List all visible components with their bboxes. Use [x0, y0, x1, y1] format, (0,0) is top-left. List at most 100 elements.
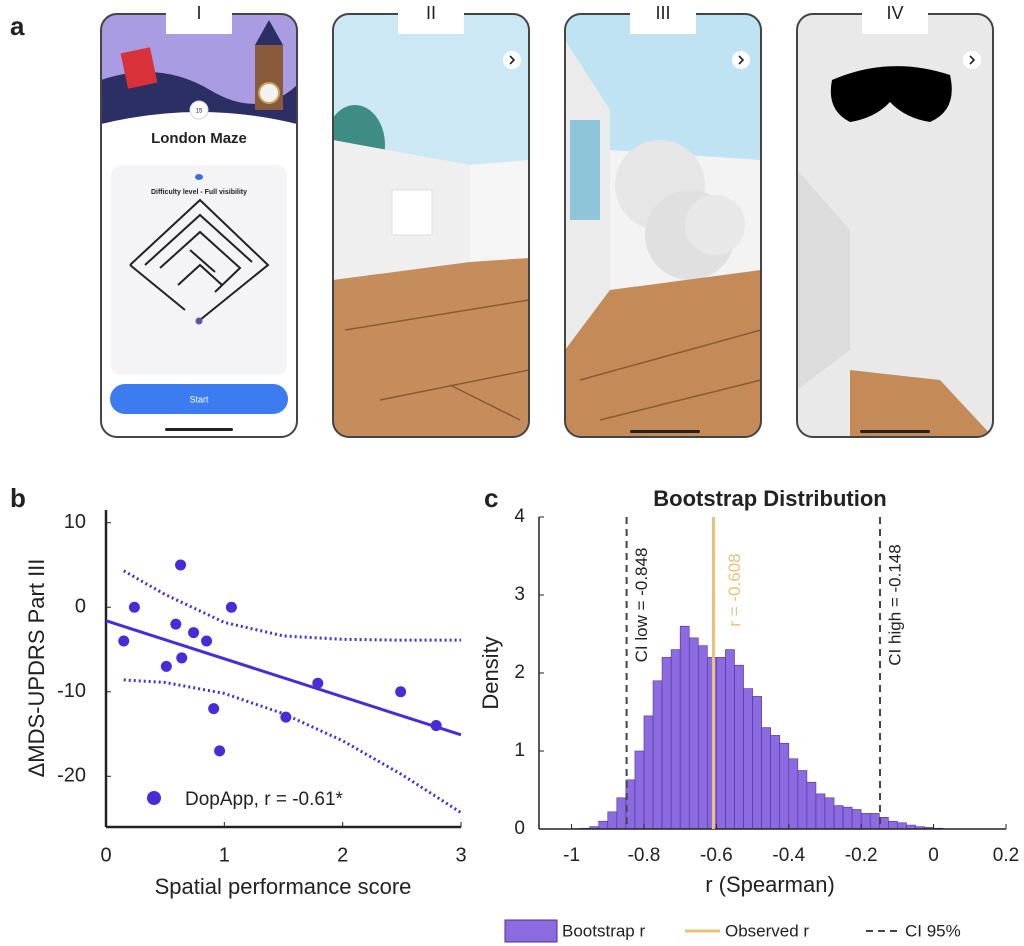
legend-label: DopApp, r = -0.61* [185, 789, 344, 810]
point [208, 703, 220, 715]
legend-label: Observed r [725, 921, 809, 940]
point [175, 559, 187, 571]
y-axis-label: Density [478, 636, 503, 709]
bar [761, 727, 771, 830]
ci-label: CI high = -0.148 [886, 544, 905, 665]
point [201, 635, 213, 647]
x-tick-label: -0.6 [700, 845, 733, 866]
y-tick-label: 0 [514, 818, 525, 839]
bar [688, 637, 699, 830]
point [188, 627, 200, 639]
ci-label: CI low = -0.848 [632, 548, 651, 663]
bar [670, 649, 681, 830]
bar [679, 625, 690, 830]
phone-tab-label: I [196, 3, 201, 23]
point [128, 601, 140, 613]
x-axis-label: Spatial performance score [155, 874, 412, 899]
x-tick-label: -0.4 [772, 845, 805, 866]
start-button[interactable]: Start [189, 394, 209, 404]
bar [888, 820, 898, 830]
panel-label: a [10, 11, 25, 41]
y-tick-label: 2 [514, 662, 525, 683]
screen-title: London Maze [151, 130, 247, 147]
bar [743, 688, 753, 830]
bar [851, 809, 862, 830]
point [118, 635, 130, 647]
bar [806, 781, 817, 830]
bar [842, 806, 853, 830]
phone-tab-label: II [426, 3, 436, 23]
bar [716, 657, 726, 830]
phone-screen-maze-view [333, 14, 529, 437]
badge: 15 [196, 109, 203, 115]
y-tick-label: 4 [514, 506, 525, 527]
bar [598, 820, 609, 830]
panel-label: c [484, 483, 498, 513]
x-tick-label: 2 [337, 844, 348, 866]
fit-line [105, 619, 462, 737]
bar [752, 696, 762, 830]
legend-marker [147, 791, 161, 805]
point [176, 652, 188, 664]
bar [725, 649, 735, 830]
legend-swatch [504, 919, 558, 943]
screen-subtitle: Difficulty level - Full visibility [151, 189, 247, 196]
bar [734, 664, 744, 830]
point [280, 711, 292, 723]
y-tick-label: -10 [57, 680, 86, 702]
y-tick-label: 1 [514, 740, 525, 761]
bar [607, 811, 618, 830]
bar [634, 750, 645, 830]
bar [697, 645, 708, 830]
x-tick-label: -0.2 [845, 845, 878, 866]
phone-tab [862, 0, 928, 34]
point [395, 686, 407, 698]
x-tick-label: 3 [455, 844, 466, 866]
phone-tab [166, 0, 232, 34]
point [430, 720, 442, 732]
y-tick-label: 10 [64, 511, 86, 533]
phone-screen-maze-view [565, 14, 761, 437]
bar [897, 822, 907, 830]
x-tick-label: 0 [928, 845, 939, 866]
legend-label: Bootstrap r [562, 921, 645, 940]
phone-screen-maze [101, 14, 297, 437]
bar [652, 680, 663, 830]
bar [643, 715, 654, 830]
x-tick-label: -1 [563, 845, 580, 866]
y-axis-label: ΔMDS-UPDRS Part III [24, 559, 49, 778]
point [214, 745, 226, 757]
bar [815, 793, 826, 830]
x-axis-label: r (Spearman) [705, 872, 835, 897]
x-tick-label: 1 [219, 844, 230, 866]
point [170, 618, 182, 630]
bar [707, 657, 717, 830]
phone-tab [630, 0, 696, 34]
bar [824, 797, 835, 830]
confidence-band [123, 569, 461, 642]
phone-tab [398, 0, 464, 34]
x-tick-label: 0 [100, 844, 111, 866]
phone-tab-label: III [655, 3, 670, 23]
x-tick-label: -0.8 [628, 845, 661, 866]
phone-screen-blindfold [797, 14, 993, 437]
bar [860, 813, 871, 830]
observed-label: r = -0.608 [725, 553, 744, 626]
panel-a: 15 London Maze Difficulty level - Full v… [100, 13, 994, 438]
confidence-band [123, 678, 462, 814]
bar [833, 805, 844, 830]
bar [661, 657, 672, 830]
chart-title: Bootstrap Distribution [653, 486, 886, 511]
point [225, 601, 237, 613]
bar [616, 797, 627, 830]
bar [797, 770, 808, 830]
y-tick-label: -20 [57, 765, 86, 787]
bar [779, 742, 790, 830]
bar [869, 813, 880, 830]
phone-tab-label: IV [886, 3, 903, 23]
panel-label: b [10, 483, 26, 513]
point [160, 660, 172, 672]
bar [770, 735, 781, 830]
y-tick-label: 0 [75, 595, 86, 617]
